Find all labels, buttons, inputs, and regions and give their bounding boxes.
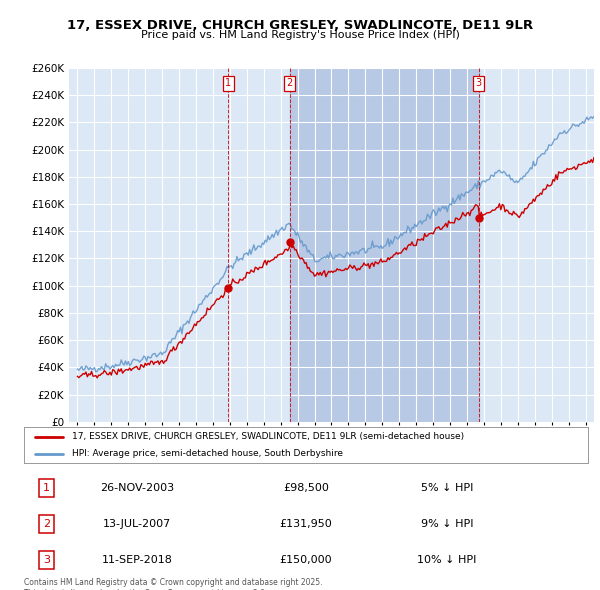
Text: £131,950: £131,950 — [280, 519, 332, 529]
Text: £150,000: £150,000 — [280, 555, 332, 565]
Text: 5% ↓ HPI: 5% ↓ HPI — [421, 483, 473, 493]
Bar — [290, 68, 479, 422]
Text: 3: 3 — [43, 555, 50, 565]
Text: 9% ↓ HPI: 9% ↓ HPI — [421, 519, 473, 529]
Text: 2: 2 — [43, 519, 50, 529]
Text: 11-SEP-2018: 11-SEP-2018 — [101, 555, 172, 565]
Text: Price paid vs. HM Land Registry's House Price Index (HPI): Price paid vs. HM Land Registry's House … — [140, 30, 460, 40]
Text: 2: 2 — [287, 78, 293, 88]
Bar — [290, 68, 479, 422]
Text: 3: 3 — [476, 78, 482, 88]
Text: 1: 1 — [43, 483, 50, 493]
Text: 13-JUL-2007: 13-JUL-2007 — [103, 519, 171, 529]
Text: Contains HM Land Registry data © Crown copyright and database right 2025.
This d: Contains HM Land Registry data © Crown c… — [24, 578, 323, 590]
Text: 17, ESSEX DRIVE, CHURCH GRESLEY, SWADLINCOTE, DE11 9LR (semi-detached house): 17, ESSEX DRIVE, CHURCH GRESLEY, SWADLIN… — [72, 432, 464, 441]
Text: HPI: Average price, semi-detached house, South Derbyshire: HPI: Average price, semi-detached house,… — [72, 449, 343, 458]
Text: 10% ↓ HPI: 10% ↓ HPI — [418, 555, 476, 565]
Text: £98,500: £98,500 — [283, 483, 329, 493]
Text: 26-NOV-2003: 26-NOV-2003 — [100, 483, 174, 493]
Text: 1: 1 — [225, 78, 231, 88]
Text: 17, ESSEX DRIVE, CHURCH GRESLEY, SWADLINCOTE, DE11 9LR: 17, ESSEX DRIVE, CHURCH GRESLEY, SWADLIN… — [67, 19, 533, 32]
